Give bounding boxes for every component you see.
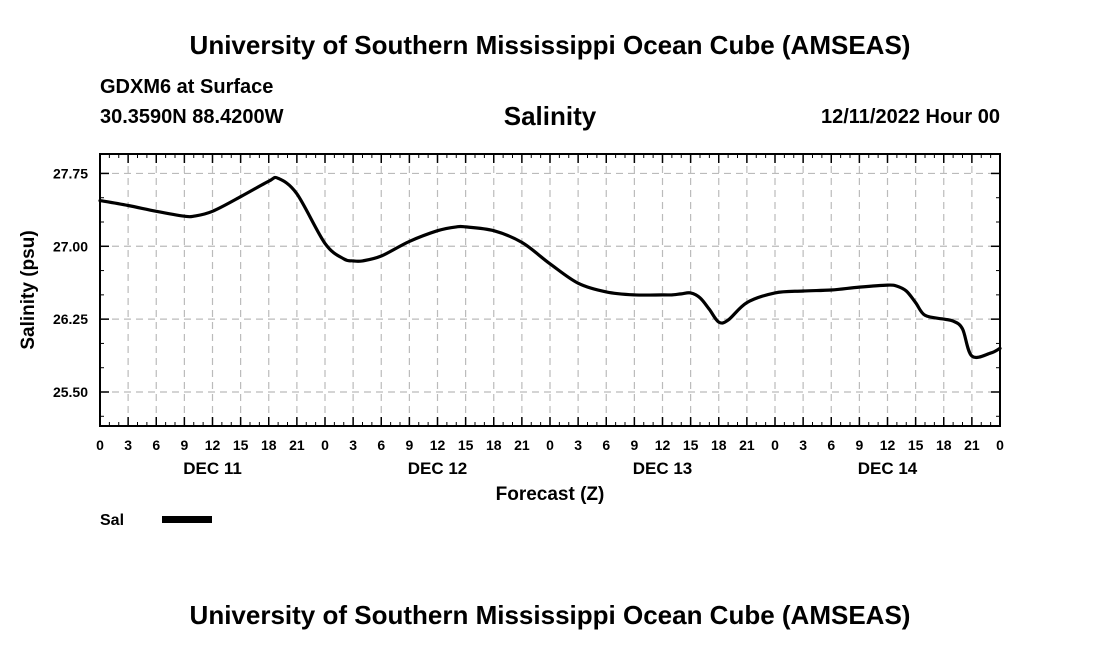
x-tick-label: 0 <box>96 437 104 453</box>
x-tick-label: 15 <box>233 437 249 453</box>
x-tick-label: 6 <box>377 437 385 453</box>
x-tick-label: 15 <box>683 437 699 453</box>
y-tick-label: 27.75 <box>53 165 88 181</box>
x-tick-label: 15 <box>908 437 924 453</box>
x-tick-label: 0 <box>546 437 554 453</box>
day-label: DEC 12 <box>408 459 468 478</box>
x-tick-label: 6 <box>152 437 160 453</box>
x-tick-label: 15 <box>458 437 474 453</box>
chart-title-top: University of Southern Mississippi Ocean… <box>189 30 911 60</box>
grid-lines <box>100 154 1000 426</box>
y-tick-label: 26.25 <box>53 311 88 327</box>
x-axis-title: Forecast (Z) <box>496 484 605 505</box>
x-tick-label: 18 <box>261 437 277 453</box>
day-label: DEC 11 <box>183 459 242 478</box>
x-tick-label: 21 <box>514 437 530 453</box>
y-tick-label: 27.00 <box>53 238 88 254</box>
x-tick-label: 18 <box>486 437 502 453</box>
station-name: GDXM6 at Surface <box>100 76 274 98</box>
axes <box>99 153 1001 427</box>
x-tick-label: 12 <box>205 437 221 453</box>
x-tick-label: 12 <box>655 437 671 453</box>
y-axis-title: Salinity (psu) <box>18 230 39 349</box>
x-tick-label: 18 <box>936 437 952 453</box>
labels: 0 3 6 9 12 15 18 21 0 3 6 9 12 15 18 21 0 3 6 9 12 15 18 21 0 3 6 9… <box>18 165 1004 529</box>
series-line-sal <box>98 175 1002 360</box>
x-tick-label: 0 <box>996 437 1004 453</box>
x-tick-label: 12 <box>430 437 446 453</box>
x-tick-label: 3 <box>349 437 357 453</box>
x-tick-label: 12 <box>880 437 896 453</box>
x-tick-label: 3 <box>574 437 582 453</box>
day-label: DEC 14 <box>858 459 918 478</box>
x-tick-label: 0 <box>321 437 329 453</box>
x-tick-label: 21 <box>964 437 980 453</box>
x-tick-label: 6 <box>827 437 835 453</box>
x-tick-label: 9 <box>180 437 188 453</box>
variable-title: Salinity <box>503 101 597 131</box>
x-tick-label: 0 <box>771 437 779 453</box>
x-tick-label: 9 <box>855 437 863 453</box>
series-layer <box>98 175 1002 360</box>
legend-swatch <box>162 516 212 523</box>
x-tick-label: 9 <box>405 437 413 453</box>
y-tick-label: 25.50 <box>53 384 88 400</box>
x-tick-label: 21 <box>289 437 305 453</box>
x-tick-label: 6 <box>602 437 610 453</box>
x-tick-label: 3 <box>124 437 132 453</box>
day-label: DEC 13 <box>633 459 693 478</box>
legend-label: Sal <box>100 512 124 529</box>
x-tick-label: 21 <box>739 437 755 453</box>
x-tick-label: 3 <box>799 437 807 453</box>
forecast-date: 12/11/2022 Hour 00 <box>820 106 1000 128</box>
chart-title-bottom: University of Southern Mississippi Ocean… <box>189 600 911 630</box>
station-coordinates: 30.3590N 88.4200W <box>100 106 284 128</box>
x-tick-label: 18 <box>711 437 727 453</box>
x-tick-label: 9 <box>630 437 638 453</box>
